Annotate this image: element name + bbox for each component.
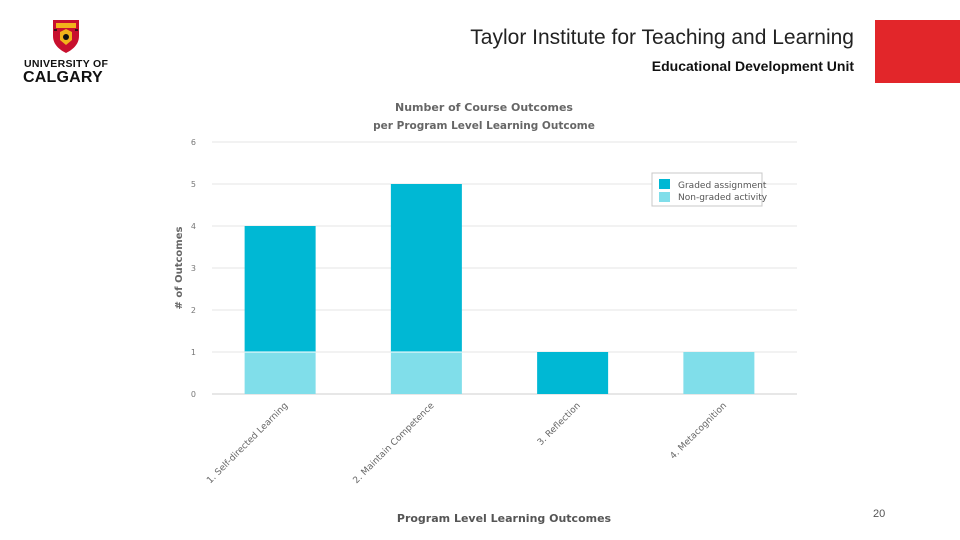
x-tick-label: 3. Reflection — [536, 401, 583, 448]
y-tick-label: 0 — [191, 390, 196, 399]
y-tick-label: 1 — [191, 348, 196, 357]
bar-non-graded — [683, 352, 755, 394]
page-number: 20 — [873, 508, 886, 520]
logo-university-of: UNIVERSITY OF — [24, 58, 109, 70]
bar-graded — [390, 184, 462, 352]
legend-swatch-non-graded — [659, 192, 670, 202]
legend-label-non-graded: Non-graded activity — [678, 193, 768, 203]
x-axis-label: Program Level Learning Outcomes — [397, 512, 612, 525]
legend-label-graded: Graded assignment — [678, 181, 767, 191]
bar-graded — [537, 352, 609, 394]
legend-swatch-graded — [659, 179, 670, 189]
institute-title: Taylor Institute for Teaching and Learni… — [470, 26, 854, 49]
bar-graded — [244, 226, 316, 352]
accent-block — [875, 20, 960, 83]
university-logo: UNIVERSITY OF CALGARY — [20, 18, 112, 86]
y-axis-label: # of Outcomes — [174, 226, 185, 309]
y-tick-label: 6 — [191, 138, 196, 147]
legend-box — [651, 172, 763, 207]
chart-title: Number of Course Outcomes — [395, 101, 573, 114]
y-tick-label: 2 — [191, 306, 196, 315]
bar-non-graded — [244, 352, 316, 394]
y-tick-label: 4 — [191, 222, 196, 231]
x-tick-label: 2. Maintain Competence — [352, 401, 437, 486]
x-tick-label: 4. Metacognition — [669, 401, 729, 461]
y-tick-label: 5 — [191, 180, 196, 189]
chart-legend: Graded assignment Non-graded activity — [651, 172, 768, 207]
bar-non-graded — [390, 352, 462, 394]
y-tick-label: 3 — [191, 264, 196, 273]
crest-icon — [53, 20, 79, 53]
logo-calgary: CALGARY — [23, 69, 103, 86]
chart-subtitle: per Program Level Learning Outcome — [373, 120, 595, 132]
x-tick-label: 1. Self-directed Learning — [205, 401, 290, 486]
unit-title: Educational Development Unit — [651, 58, 854, 74]
